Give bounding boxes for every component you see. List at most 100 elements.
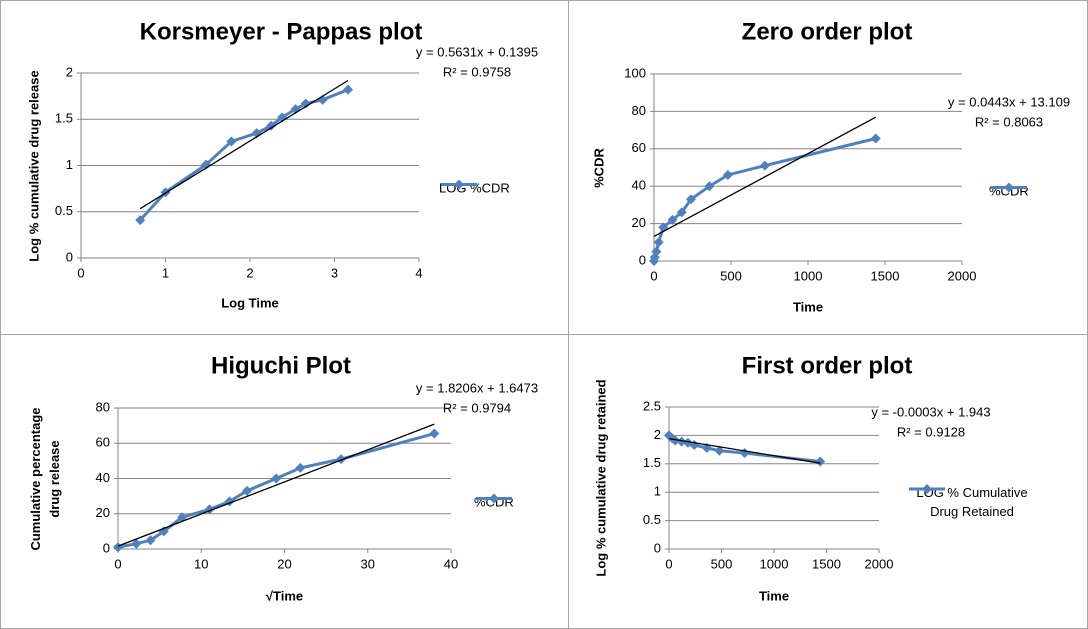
- legend: %CDR: [474, 493, 514, 512]
- data-point: [653, 237, 664, 248]
- y-tick-label: 60: [96, 435, 110, 450]
- data-point: [242, 485, 253, 496]
- y-tick-label: 2.5: [643, 398, 661, 413]
- data-point: [295, 462, 306, 473]
- data-point: [739, 448, 750, 459]
- x-tick-label: 0: [77, 265, 84, 280]
- chart-panel: Korsmeyer - Pappas plot 0 0.5 1 1.5 2 0 1 2 3 4 Log…: [0, 0, 569, 335]
- y-axis-title: Cumulative percentage drug release: [28, 406, 62, 551]
- legend-key: [909, 484, 945, 494]
- x-tick-label: 0: [665, 556, 672, 571]
- chart-title: Zero order plot: [742, 18, 913, 45]
- trend-equation: y = 1.8206x + 1.6473: [416, 380, 538, 395]
- y-tick-label: 0: [639, 252, 646, 267]
- trendline: [653, 116, 877, 238]
- trend-r-squared: R² = 0.9758: [443, 64, 511, 79]
- x-axis-title: Time: [759, 588, 789, 603]
- legend-key: [476, 493, 512, 504]
- x-tick-label: 4: [415, 265, 422, 280]
- y-tick-label: 1: [654, 484, 661, 499]
- x-axis-title: Time: [793, 299, 823, 314]
- x-axis-title: √Time: [266, 588, 303, 603]
- trend-equation: y = 0.0443x + 13.109: [948, 94, 1070, 109]
- x-tick-label: 10: [194, 556, 208, 571]
- data-point: [714, 445, 725, 456]
- y-tick-label: 1.5: [55, 111, 73, 126]
- y-axis-title: Log % cumulative drug release: [26, 69, 42, 262]
- x-tick-label: 500: [720, 268, 742, 283]
- data-point: [667, 433, 678, 444]
- data-point: [722, 169, 733, 180]
- data-point: [251, 128, 262, 139]
- data-point: [682, 437, 693, 448]
- data-point: [676, 207, 687, 218]
- data-point: [815, 456, 826, 467]
- data-point: [649, 252, 660, 263]
- legend-key: [991, 182, 1027, 193]
- legend: LOG %CDR: [439, 179, 510, 198]
- trendline: [668, 437, 821, 464]
- y-tick-label: 1.5: [643, 455, 661, 470]
- chart: Korsmeyer - Pappas plot 0 0.5 1 1.5 2 0 1 2 3 4 Log…: [55, 18, 538, 310]
- data-point: [651, 246, 662, 257]
- data-point: [135, 215, 146, 226]
- x-tick-label: 1500: [871, 268, 900, 283]
- y-axis-title: Log % cumulative drug retained: [593, 379, 609, 577]
- data-point: [300, 98, 311, 109]
- x-tick-label: 0: [114, 556, 121, 571]
- data-point: [113, 542, 123, 553]
- y-tick-label: 60: [632, 140, 646, 155]
- trendline: [117, 423, 435, 547]
- trend-r-squared: R² = 0.9128: [897, 424, 965, 439]
- data-point: [145, 535, 156, 546]
- legend: LOG % Cumulative Drug Retained: [907, 483, 1037, 521]
- x-tick-label: 2: [246, 265, 253, 280]
- data-point: [704, 181, 715, 192]
- chart-panel: Zero order plot 0 20 40 60 80 100 0 500 1000 1500 2…: [568, 0, 1088, 335]
- y-tick-label: 0: [654, 540, 661, 555]
- y-tick-label: 20: [632, 215, 646, 230]
- data-point: [429, 428, 440, 439]
- x-tick-label: 500: [711, 556, 733, 571]
- y-tick-label: 2: [654, 427, 661, 442]
- chart: Higuchi Plot 0 20 40 60 80 0 10 20 30 40 √Time y = 1…: [96, 352, 539, 603]
- x-tick-label: 2000: [865, 556, 894, 571]
- data-point: [685, 194, 696, 205]
- trend-equation: y = 0.5631x + 0.1395: [416, 44, 538, 59]
- legend: %CDR: [989, 182, 1029, 201]
- series-line: [139, 88, 349, 222]
- x-tick-label: 1000: [760, 556, 789, 571]
- y-tick-label: 100: [624, 65, 646, 80]
- chart-title: First order plot: [742, 352, 913, 379]
- data-point: [343, 84, 354, 95]
- x-axis-title: Log Time: [221, 295, 279, 310]
- y-tick-label: 40: [632, 178, 646, 193]
- y-tick-label: 1: [66, 157, 73, 172]
- data-point: [676, 436, 687, 447]
- x-tick-label: 40: [444, 556, 458, 571]
- data-point: [759, 160, 770, 171]
- y-tick-label: 2: [66, 64, 73, 79]
- trendline: [139, 79, 349, 210]
- y-tick-label: 20: [96, 505, 110, 520]
- data-point: [670, 435, 681, 446]
- y-axis-title: %CDR: [591, 147, 607, 188]
- y-tick-label: 0: [103, 540, 110, 555]
- x-tick-label: 0: [650, 268, 657, 283]
- x-tick-label: 2000: [948, 268, 977, 283]
- trend-r-squared: R² = 0.9794: [443, 400, 511, 415]
- x-tick-label: 1: [162, 265, 169, 280]
- x-tick-label: 3: [331, 265, 338, 280]
- x-tick-label: 1000: [794, 268, 823, 283]
- legend-key: [441, 179, 477, 190]
- data-point: [266, 120, 277, 131]
- data-point: [870, 133, 881, 144]
- x-tick-label: 1500: [812, 556, 841, 571]
- data-point: [177, 512, 188, 523]
- data-point: [131, 538, 142, 549]
- y-tick-label: 0.5: [643, 512, 661, 527]
- trend-equation: y = -0.0003x + 1.943: [871, 404, 990, 419]
- data-point: [667, 214, 678, 225]
